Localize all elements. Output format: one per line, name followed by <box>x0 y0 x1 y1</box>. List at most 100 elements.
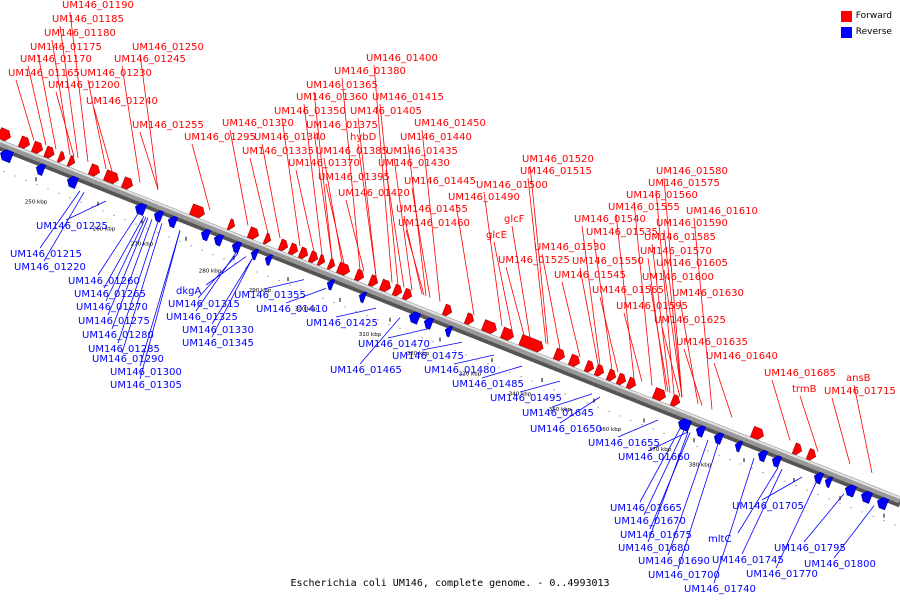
forward-leader-line <box>55 91 75 157</box>
forward-gene <box>103 169 119 184</box>
forward-gene-label: UM146_01190 <box>62 0 134 11</box>
forward-leader-line <box>249 157 269 234</box>
reverse-leader-line <box>481 365 523 379</box>
forward-leader-line <box>599 296 619 373</box>
reverse-gene-label: UM146_01655 <box>588 438 660 449</box>
reverse-gene <box>0 149 14 164</box>
forward-leader-line <box>393 157 413 291</box>
reverse-leader-line <box>211 258 253 338</box>
ruler-dot <box>245 266 247 269</box>
ruler-dot <box>377 319 379 321</box>
forward-gene-label: UM146_01385 <box>316 146 388 157</box>
reverse-leader-line <box>761 476 803 501</box>
forward-gene-label: UM146_01610 <box>686 206 758 217</box>
reverse-gene <box>877 497 890 511</box>
forward-leader-line <box>341 77 361 270</box>
forward-gene-label: UM146_01240 <box>86 96 158 107</box>
reverse-leader-line <box>677 443 719 570</box>
ruler-dot <box>157 232 159 234</box>
ruler-dot <box>872 515 874 517</box>
reverse-gene <box>771 455 783 468</box>
forward-legend-label: Forward <box>855 11 892 21</box>
reverse-gene-label: UM146_01665 <box>610 503 682 514</box>
ruler-dot <box>113 214 115 216</box>
forward-leader-line <box>357 117 377 277</box>
reverse-leader-line <box>107 217 149 316</box>
forward-gene-label: UM146_01545 <box>554 270 626 281</box>
reverse-gene-label: UM146_01305 <box>110 380 182 391</box>
forward-leader-line <box>313 131 333 259</box>
ruler-dot <box>25 179 27 181</box>
ruler-dot <box>520 376 522 378</box>
ruler-dot <box>773 476 775 478</box>
ruler-dot <box>102 210 104 212</box>
ruler-dot <box>135 223 137 225</box>
reverse-gene-label: UM146_01260 <box>68 276 140 287</box>
forward-gene <box>226 218 236 231</box>
forward-gene-label: UM146_01255 <box>132 120 204 131</box>
forward-leader-line <box>261 143 281 239</box>
backbone-bar <box>0 139 900 504</box>
reverse-gene-label: UM146_01650 <box>530 424 602 435</box>
forward-gene-label: UM146_01320 <box>222 118 294 129</box>
reverse-leader-line <box>387 328 429 339</box>
ruler-dot <box>685 441 687 443</box>
ruler-dot <box>531 380 533 382</box>
reverse-leader-line <box>139 230 181 380</box>
forward-gene <box>441 303 453 317</box>
forward-gene <box>805 448 817 461</box>
ruler-dot <box>564 393 566 395</box>
reverse-gene-label: UM146_01705 <box>732 501 804 512</box>
reverse-gene-label: UM146_01690 <box>638 556 710 567</box>
ruler-dot <box>883 520 885 522</box>
forward-gene-label: UM146_01430 <box>378 158 450 169</box>
forward-leader-line <box>693 217 713 410</box>
forward-gene <box>246 226 259 240</box>
reverse-gene <box>153 210 165 223</box>
ruler-dot <box>476 358 478 360</box>
reverse-leader-line <box>139 230 181 367</box>
reverse-gene <box>135 202 148 216</box>
reverse-gene-label: UM146_01215 <box>10 249 82 260</box>
reverse-leader-line <box>211 258 253 325</box>
axis-tick-label: 380 kbp <box>689 463 712 469</box>
forward-gene-label: UM146_01435 <box>386 146 458 157</box>
forward-gene-label: UM146_01245 <box>114 54 186 65</box>
forward-gene-label: UM146_01175 <box>30 42 102 53</box>
reverse-gene-label: UM146_01495 <box>490 393 562 404</box>
forward-gene-label: UM146_01520 <box>522 154 594 165</box>
legend-reverse: Reverse <box>840 24 892 40</box>
forward-gene-label: UM146_01445 <box>404 176 476 187</box>
forward-leader-line <box>421 129 441 302</box>
forward-gene <box>481 319 497 334</box>
reverse-gene-label: UM146_01660 <box>618 452 690 463</box>
ruler-dot <box>289 284 291 286</box>
ruler-dot <box>718 454 720 456</box>
forward-leader-line <box>385 169 405 288</box>
reverse-gene-label: UM146_01675 <box>620 530 692 541</box>
forward-leader-line <box>323 157 343 263</box>
reverse-leader-line <box>713 457 755 584</box>
reverse-gene <box>213 234 225 247</box>
reverse-gene-label: UM146_01745 <box>712 555 784 566</box>
reverse-gene <box>678 418 692 433</box>
reverse-leader-line <box>453 354 495 365</box>
axis-tick-label: 330 kbp <box>459 371 482 377</box>
ruler-dot <box>124 218 126 221</box>
forward-leader-line <box>663 269 683 398</box>
forward-gene <box>605 368 617 382</box>
forward-gene <box>367 274 379 287</box>
reverse-leader-line <box>103 215 145 289</box>
gene-features <box>0 127 890 511</box>
ruler-dot <box>465 354 467 356</box>
reverse-gene <box>813 472 825 485</box>
forward-leader-line <box>295 169 315 252</box>
reverse-gene-label: UM146_01795 <box>774 543 846 554</box>
forward-leader-line <box>527 177 547 344</box>
forward-gene-label: UM146_01455 <box>396 204 468 215</box>
reverse-gene-label: UM146_01670 <box>614 516 686 527</box>
forward-gene-label: UM146_01605 <box>656 258 728 269</box>
ruler-dot <box>498 367 500 369</box>
forward-gene-label: UM146_01295 <box>184 132 256 143</box>
forward-leader-line <box>651 243 671 393</box>
